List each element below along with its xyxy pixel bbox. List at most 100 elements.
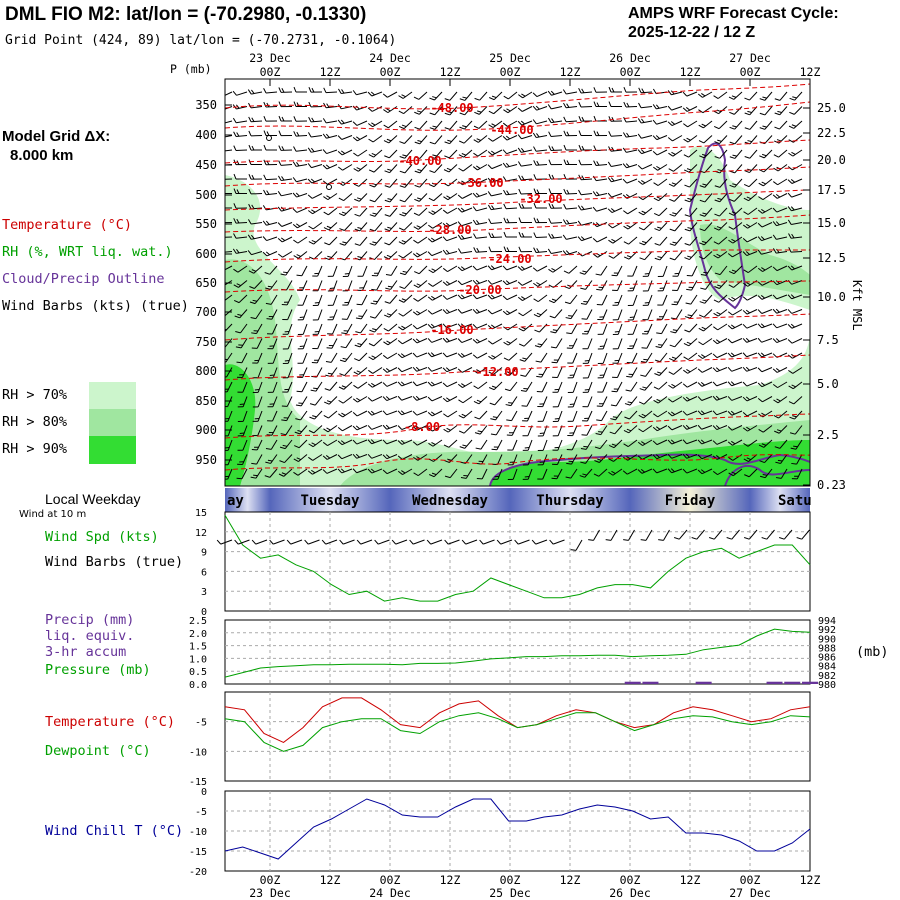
wind-barb	[281, 410, 293, 422]
wind-barb	[640, 352, 653, 363]
wind-barb	[597, 323, 608, 335]
top-date-label: 24 Dec	[369, 51, 411, 65]
wind-barb	[507, 468, 518, 480]
marker-circle-1	[266, 135, 272, 141]
wind-barb	[412, 323, 428, 330]
wind-barb	[774, 425, 788, 434]
wind-barb	[699, 149, 713, 159]
surface-wind-barb	[674, 529, 688, 540]
wind-barb	[503, 217, 518, 224]
wind-barb	[742, 251, 758, 257]
wind-barb	[639, 236, 653, 246]
wind-barb	[652, 119, 668, 125]
wind-barb	[683, 135, 698, 143]
wind-barb	[428, 222, 443, 229]
legend-dewpoint: Dewpoint (°C)	[45, 743, 151, 759]
wind-barb	[382, 381, 398, 387]
wind-barb	[547, 248, 563, 254]
wind-barb	[277, 206, 293, 212]
wind-barb	[250, 468, 263, 479]
panel-ytick-label-right: 992	[818, 625, 836, 636]
wind-barb	[608, 86, 623, 93]
wind-barb	[225, 439, 233, 451]
wind-barb	[623, 101, 638, 108]
wind-barb	[460, 468, 473, 479]
wind-barb	[237, 381, 248, 393]
wind-barb	[582, 352, 593, 364]
wind-barb	[668, 178, 683, 187]
wind-barb	[517, 294, 533, 301]
wind-barb	[593, 160, 608, 166]
wind-barb	[534, 323, 548, 333]
wind-barb	[472, 308, 488, 314]
wind-barb	[459, 135, 473, 144]
wind-barb	[309, 396, 323, 406]
wind-barb	[698, 338, 713, 346]
wind-barb	[757, 367, 773, 373]
wind-barb	[652, 425, 668, 432]
wind-barb	[382, 468, 398, 475]
wind-barb	[236, 468, 248, 480]
pressure-tick-label: 950	[195, 453, 217, 467]
wind-barb	[563, 102, 578, 109]
wind-barb	[369, 236, 383, 246]
surface-wind-barb	[391, 539, 408, 545]
wind-barb	[757, 337, 773, 343]
isotherm-48	[225, 83, 810, 110]
bottom-tick-label: 00Z	[740, 873, 761, 887]
wind-barb	[668, 164, 683, 172]
wind-barb	[758, 193, 773, 201]
precip-bar	[784, 681, 801, 684]
wind-barb	[699, 294, 713, 304]
wind-barb	[697, 396, 713, 401]
wind-barb	[310, 381, 323, 392]
wind-barb	[627, 294, 638, 306]
wind-barb	[654, 251, 668, 261]
wind-barb	[775, 454, 788, 464]
isotherm-28	[225, 214, 810, 233]
wind-barb	[623, 116, 638, 123]
swatch-rh90	[89, 436, 136, 464]
wind-barb	[742, 410, 758, 417]
wind-barb	[549, 294, 563, 304]
wind-barb	[712, 425, 728, 431]
wind-barb	[563, 159, 578, 166]
wind-barb	[382, 352, 398, 360]
wind-barb	[627, 309, 638, 321]
wind-barb	[773, 135, 788, 144]
wind-barb	[593, 251, 608, 258]
wind-barb	[296, 381, 308, 393]
isotherm-24	[225, 249, 810, 263]
wind-barb	[442, 309, 458, 315]
pressure-tick-label: 750	[195, 335, 217, 349]
wind-barb	[637, 133, 653, 139]
wind-barb	[684, 251, 698, 260]
wind-barb	[233, 145, 248, 152]
wind-barb	[488, 367, 503, 375]
wind-barb	[225, 193, 233, 195]
wind-barb	[577, 236, 593, 242]
wind-barb	[308, 86, 323, 93]
wind-barb	[667, 120, 683, 126]
wind-barb	[742, 425, 758, 432]
panel-ytick-label-right: 984	[818, 662, 836, 673]
wind-barb	[491, 439, 503, 451]
wind-barb	[697, 424, 713, 430]
wind-barb	[307, 163, 323, 169]
wind-barb	[397, 468, 413, 475]
wind-barb	[657, 280, 668, 292]
height-tick-label: 10.0	[817, 290, 846, 304]
wind-barb	[607, 207, 623, 213]
surface-wind-barb	[709, 529, 723, 540]
wind-barb	[443, 439, 458, 448]
wind-barb	[728, 265, 743, 275]
wind-barb	[367, 410, 383, 416]
wind-barb	[520, 381, 533, 392]
wind-barb	[547, 117, 563, 124]
wind-barb	[669, 236, 683, 246]
wind-barb	[624, 396, 638, 406]
wind-barb	[787, 192, 803, 198]
wind-barb	[413, 280, 428, 288]
wind-barb	[353, 367, 368, 375]
wind-barb	[656, 323, 668, 335]
